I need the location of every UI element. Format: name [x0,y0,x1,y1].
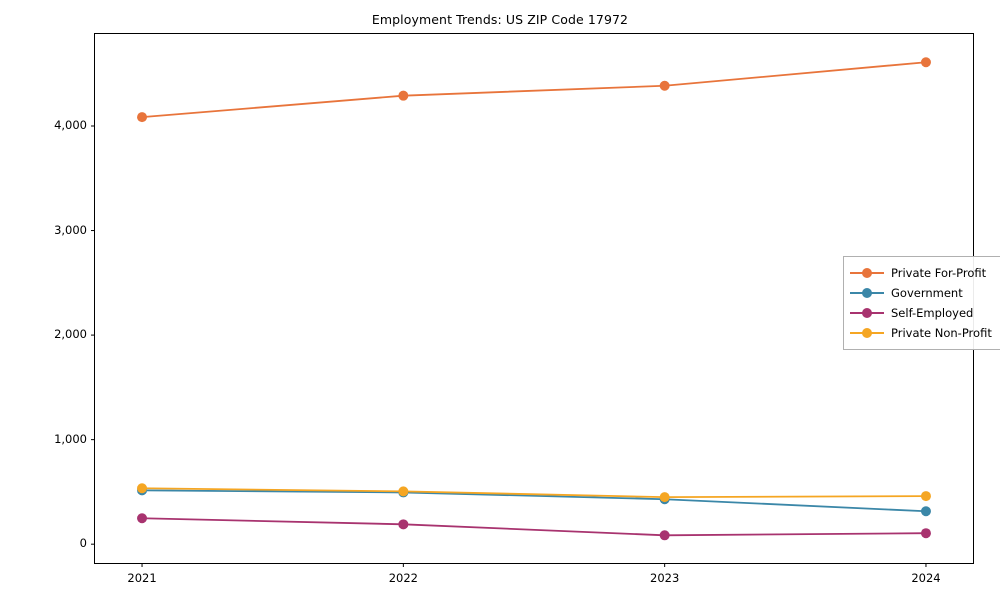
data-point-marker[interactable] [137,513,148,524]
y-tick-label: 1,000 [54,431,87,446]
data-point-marker[interactable] [659,530,670,541]
data-point-marker[interactable] [659,492,670,503]
legend-dot [862,328,872,338]
legend-marker-icon [850,326,884,340]
data-point-marker[interactable] [398,519,409,530]
legend-dot [862,308,872,318]
plot-frame [94,33,974,564]
data-point-marker[interactable] [398,486,409,497]
data-point-marker[interactable] [920,528,931,539]
data-point-marker[interactable] [398,90,409,101]
series-line [141,487,927,499]
series-line [141,61,927,119]
chart-legend: Private For-Profit Government Self-Emplo… [843,256,1000,350]
x-tick-label: 2024 [911,571,941,585]
x-axis-ticks [141,563,927,567]
legend-item-label: Private For-Profit [891,266,987,280]
data-point-marker[interactable] [920,491,931,502]
data-point-marker[interactable] [920,57,931,68]
legend-item[interactable]: Private For-Profit [850,263,992,283]
legend-item-label: Government [891,286,963,300]
data-point-marker[interactable] [659,80,670,91]
legend-item-label: Private Non-Profit [891,326,992,340]
legend-dot [862,268,872,278]
x-tick-label: 2021 [127,571,157,585]
legend-marker-icon [850,266,884,280]
series-markers [137,57,931,541]
x-tick-label: 2022 [388,571,418,585]
legend-marker-icon [850,306,884,320]
x-tick-label: 2023 [650,571,680,585]
series-line [141,517,927,537]
legend-marker-icon [850,286,884,300]
page-title: Employment Trends: US ZIP Code 17972 [371,12,629,27]
y-axis-ticks [91,125,95,545]
legend-item-label: Self-Employed [891,306,974,320]
data-point-marker[interactable] [920,506,931,517]
y-tick-label: 3,000 [54,222,87,237]
legend-item[interactable]: Government [850,283,992,303]
data-point-marker[interactable] [137,483,148,494]
series-line [141,489,927,513]
legend-item[interactable]: Private Non-Profit [850,323,992,343]
y-tick-label: 4,000 [54,118,87,132]
legend-item[interactable]: Self-Employed [850,303,992,323]
y-tick-label: 0 [79,536,87,551]
y-tick-label: 2,000 [54,327,87,342]
legend-dot [862,288,872,298]
series-lines [141,61,927,537]
data-point-marker[interactable] [137,112,148,123]
